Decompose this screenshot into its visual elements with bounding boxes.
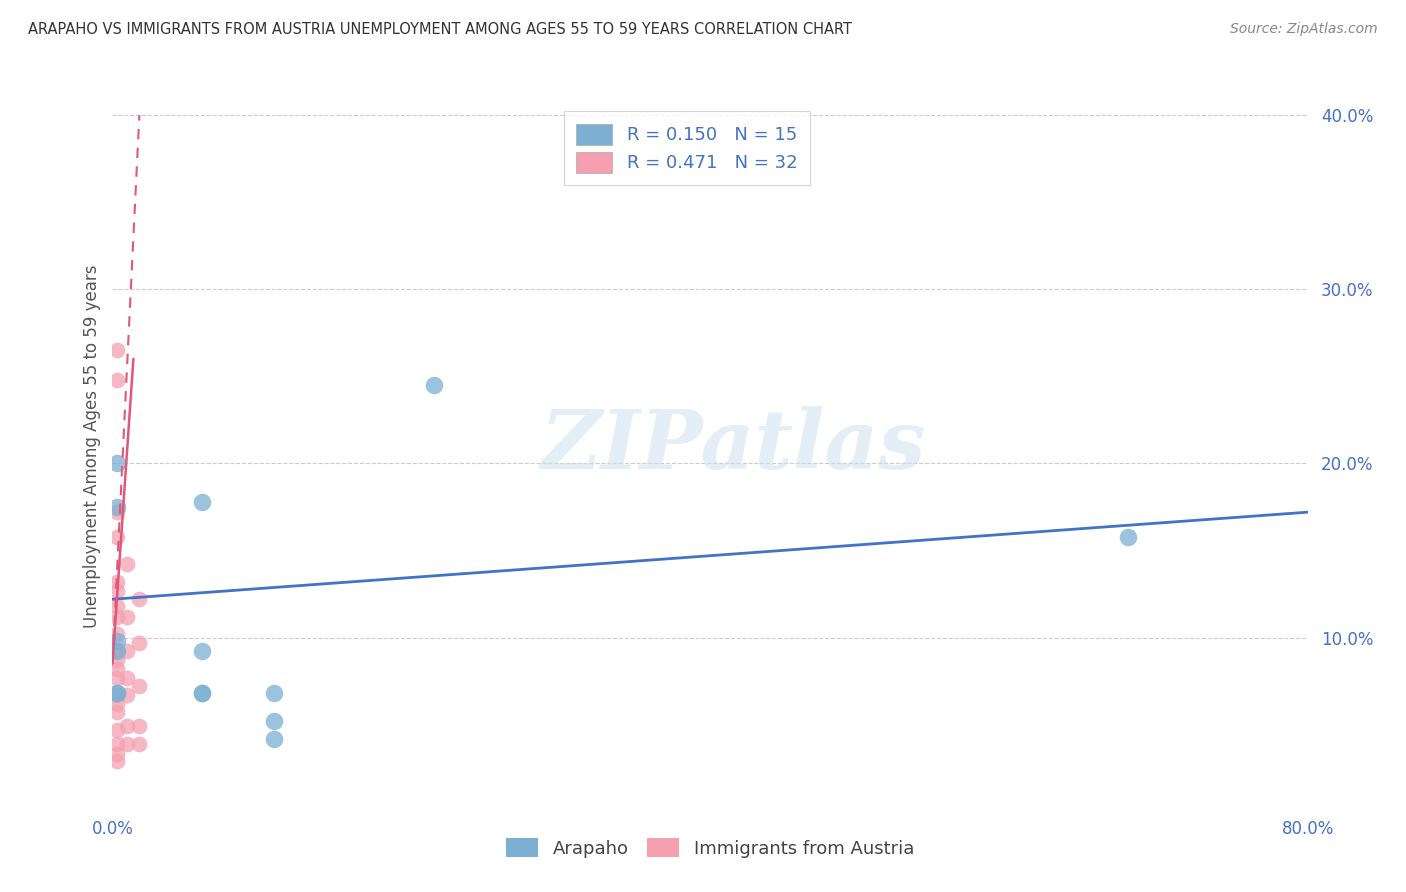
Point	[105, 574, 128, 589]
Point	[128, 737, 150, 751]
Point	[191, 686, 214, 700]
Point	[105, 671, 128, 685]
Point	[117, 558, 139, 572]
Point	[105, 644, 128, 658]
Point	[105, 653, 128, 667]
Point	[105, 686, 128, 700]
Point	[105, 627, 128, 641]
Text: Source: ZipAtlas.com: Source: ZipAtlas.com	[1230, 22, 1378, 37]
Point	[128, 719, 150, 733]
Text: ARAPAHO VS IMMIGRANTS FROM AUSTRIA UNEMPLOYMENT AMONG AGES 55 TO 59 YEARS CORREL: ARAPAHO VS IMMIGRANTS FROM AUSTRIA UNEMP…	[28, 22, 852, 37]
Point	[105, 343, 128, 358]
Point	[105, 747, 128, 762]
Point	[263, 714, 285, 728]
Point	[105, 530, 128, 544]
Text: ZIPatlas: ZIPatlas	[541, 406, 927, 486]
Point	[105, 688, 128, 702]
Point	[105, 457, 128, 471]
Point	[105, 599, 128, 614]
Point	[128, 636, 150, 650]
Legend: Arapaho, Immigrants from Austria: Arapaho, Immigrants from Austria	[499, 831, 921, 865]
Point	[105, 754, 128, 768]
Point	[263, 731, 285, 746]
Point	[117, 644, 139, 658]
Point	[191, 644, 214, 658]
Point	[105, 373, 128, 387]
Point	[191, 686, 214, 700]
Point	[105, 505, 128, 519]
Point	[117, 737, 139, 751]
Point	[105, 723, 128, 737]
Point	[117, 609, 139, 624]
Point	[117, 719, 139, 733]
Point	[1118, 530, 1140, 544]
Point	[105, 737, 128, 751]
Point	[105, 609, 128, 624]
Point	[263, 686, 285, 700]
Point	[105, 644, 128, 658]
Point	[128, 592, 150, 607]
Point	[117, 688, 139, 702]
Point	[128, 679, 150, 693]
Point	[422, 378, 444, 392]
Y-axis label: Unemployment Among Ages 55 to 59 years: Unemployment Among Ages 55 to 59 years	[83, 264, 101, 628]
Point	[105, 634, 128, 648]
Point	[105, 583, 128, 598]
Point	[105, 500, 128, 514]
Point	[117, 671, 139, 685]
Point	[105, 706, 128, 720]
Point	[191, 494, 214, 508]
Point	[105, 697, 128, 711]
Point	[105, 686, 128, 700]
Point	[105, 662, 128, 676]
